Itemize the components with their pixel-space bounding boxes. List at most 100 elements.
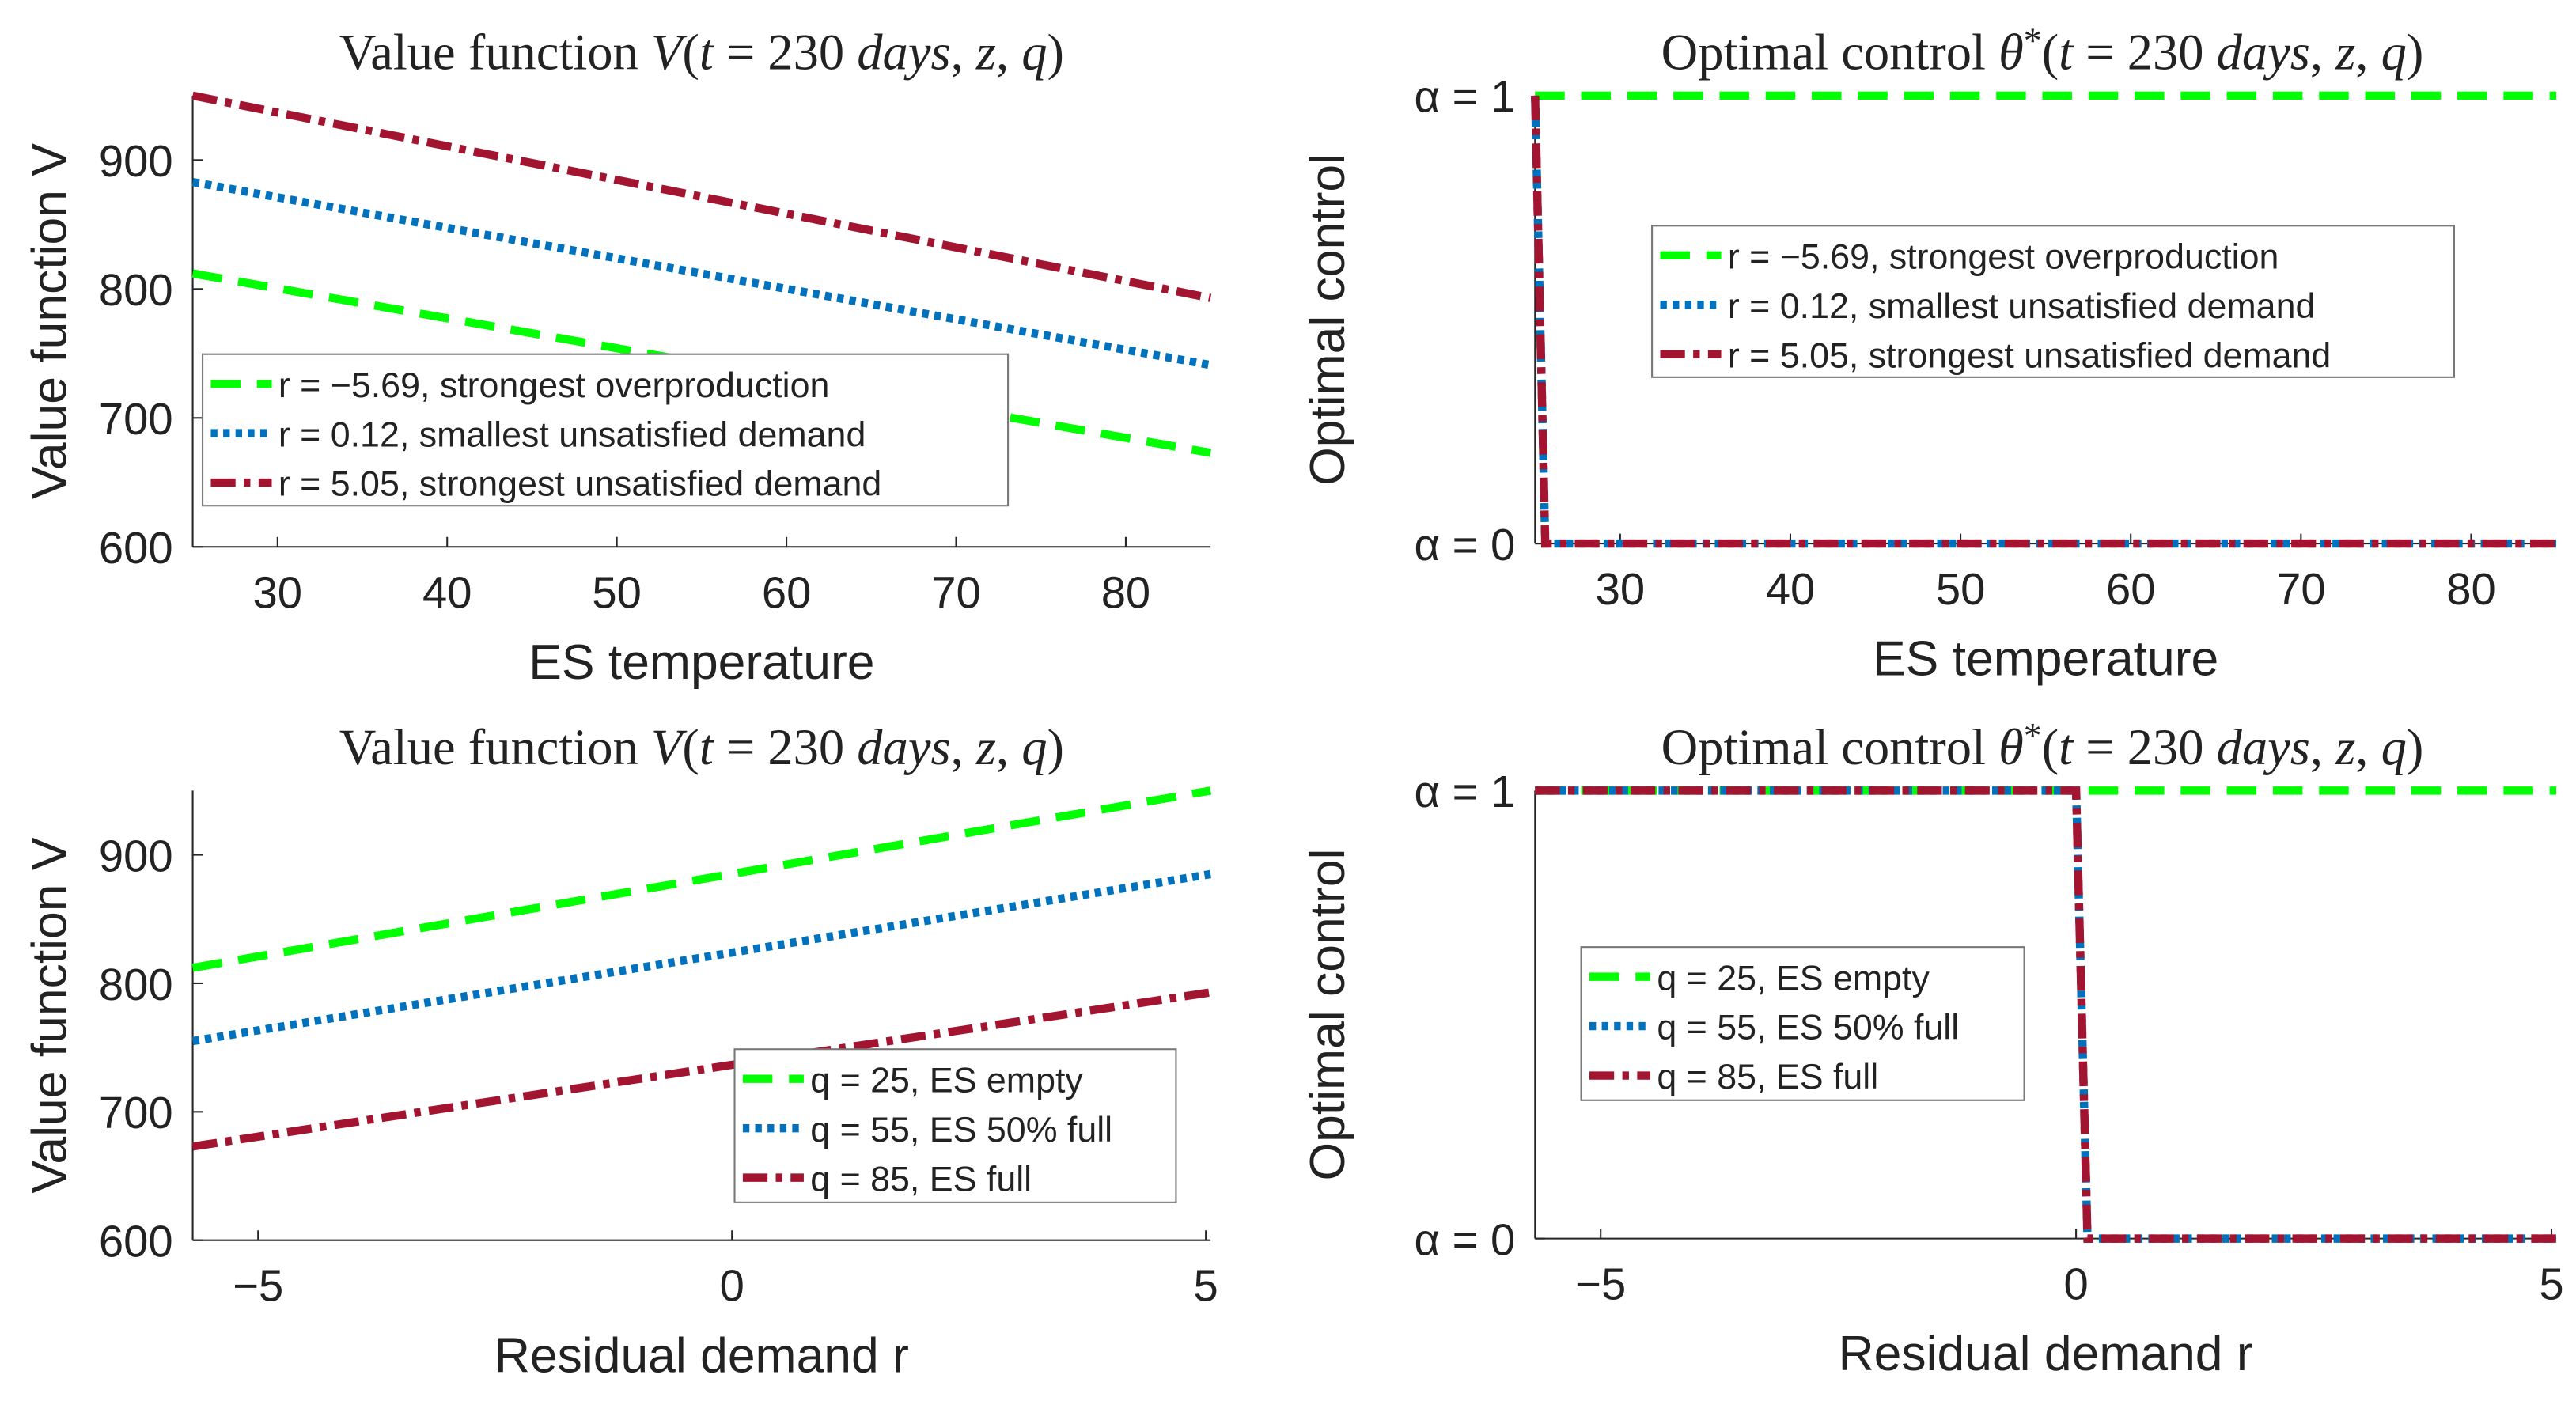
chart-title: Optimal control θ*(t = 230 days, z, q) — [1661, 715, 2424, 775]
x-tick-label: 0 — [2063, 1259, 2088, 1309]
title-part: z — [2335, 24, 2355, 81]
x-tick-label: −5 — [1575, 1259, 1626, 1309]
x-tick-label: 5 — [2539, 1259, 2563, 1309]
x-tick-label: 60 — [762, 567, 811, 617]
legend: q = 25, ES empty q = 55, ES 50% full q = 8… — [1580, 946, 2025, 1101]
title-part: θ — [1998, 24, 2024, 81]
x-tick-label: 5 — [1194, 1261, 1218, 1311]
title-part: * — [2024, 21, 2042, 61]
y-tick-label: 700 — [99, 1088, 173, 1138]
title-part: Optimal control — [1661, 24, 1998, 81]
title-part: , — [996, 718, 1021, 775]
y-tick-label: 900 — [99, 136, 173, 186]
legend-entry: r = 0.12, smallest unsatisfied demand — [1728, 286, 2316, 326]
x-tick-label: 80 — [2446, 564, 2495, 614]
x-tick-label: 0 — [720, 1261, 744, 1311]
title-part: = 230 — [2073, 24, 2217, 81]
legend-box — [202, 353, 1010, 507]
title-part: days — [2217, 24, 2310, 81]
y-tick-label: α = 0 — [1415, 1214, 1516, 1264]
title-part: , — [2310, 718, 2335, 775]
legend-entry: r = 0.12, smallest unsatisfied demand — [278, 415, 866, 454]
y-axis-label: Optimal control — [1300, 153, 1355, 486]
y-tick-label: 600 — [99, 523, 173, 573]
x-tick-label: −5 — [233, 1261, 283, 1311]
title-part: Value function — [339, 24, 651, 81]
x-tick-label: 40 — [422, 567, 472, 617]
x-tick-label: 70 — [931, 567, 981, 617]
title-part: t — [2059, 24, 2074, 81]
x-tick-label: 40 — [1766, 564, 1816, 614]
legend: r = −5.69, strongest overproduction r = 0… — [202, 353, 1010, 507]
legend-entry: r = 5.05, strongest unsatisfied demand — [1728, 335, 2331, 375]
y-tick-label: α = 0 — [1415, 520, 1516, 570]
legend-entry: q = 85, ES full — [1657, 1057, 1878, 1096]
x-tick-label: 30 — [1596, 564, 1646, 614]
title-part: θ — [1998, 718, 2024, 775]
title-part: ( — [2042, 24, 2059, 81]
title-part: q — [1021, 718, 1047, 775]
title-part: = 230 — [714, 24, 858, 81]
y-axis-label: Value function V — [21, 143, 77, 499]
x-axis-label: ES temperature — [1873, 631, 2218, 687]
title-part: t — [2059, 718, 2074, 775]
chart-bl: Value function V(t = 230 days, z, q) −5 0 5… — [21, 718, 1218, 1383]
legend: q = 25, ES empty q = 55, ES 50% full q = 8… — [733, 1048, 1177, 1203]
chart-title: Value function V(t = 230 days, z, q) — [339, 718, 1064, 775]
title-part: Optimal control — [1661, 718, 1998, 775]
title-part: V — [651, 24, 688, 81]
x-tick-label: 50 — [1936, 564, 1985, 614]
title-part: days — [857, 718, 950, 775]
title-part: ) — [2407, 718, 2423, 775]
x-tick-label: 50 — [592, 567, 641, 617]
legend-entry: r = −5.69, strongest overproduction — [1728, 237, 2279, 276]
legend-box — [733, 1048, 1177, 1203]
legend: r = −5.69, strongest overproduction r = 0… — [1651, 225, 2455, 378]
title-part: , — [2310, 24, 2335, 81]
series-line-blue — [1535, 786, 2557, 1243]
title-part: t — [699, 24, 715, 81]
legend-entry: r = −5.69, strongest overproduction — [278, 365, 830, 405]
title-part: ( — [682, 24, 699, 81]
legend-box — [1651, 225, 2455, 378]
y-tick-label: 800 — [99, 265, 173, 315]
legend-box — [1580, 946, 2025, 1101]
title-part: , — [951, 24, 976, 81]
title-part: z — [2335, 718, 2355, 775]
title-part: q — [2381, 718, 2407, 775]
y-tick-label: 900 — [99, 831, 173, 880]
title-part: * — [2024, 715, 2042, 756]
title-part: , — [2355, 718, 2381, 775]
title-part: ) — [2407, 24, 2423, 81]
chart-tl: Value function V(t = 230 days, z, q)30 40… — [21, 24, 1212, 690]
title-part: ( — [2042, 718, 2059, 775]
x-tick-label: 60 — [2106, 564, 2156, 614]
title-part: q — [1021, 24, 1047, 81]
y-tick-label: α = 1 — [1415, 72, 1516, 122]
title-part: = 230 — [714, 718, 858, 775]
title-part: ( — [682, 718, 699, 775]
legend-entry: q = 25, ES empty — [1657, 958, 1930, 998]
x-tick-label: 70 — [2276, 564, 2326, 614]
x-tick-label: 80 — [1101, 567, 1151, 617]
title-part: ) — [1047, 24, 1063, 81]
title-part: V — [651, 718, 688, 775]
chart-tr: Optimal control θ*(t = 230 days, z, q) 30… — [1300, 21, 2557, 687]
title-part: q — [2381, 24, 2407, 81]
title-part: , — [951, 718, 976, 775]
y-tick-label: α = 1 — [1415, 767, 1516, 816]
chart-br: Optimal control θ*(t = 230 days, z, q) −5… — [1300, 715, 2564, 1381]
chart-title: Optimal control θ*(t = 230 days, z, q) — [1661, 21, 2424, 81]
legend-entry: q = 55, ES 50% full — [1657, 1008, 1959, 1047]
x-axis-label: ES temperature — [528, 634, 874, 690]
series-line-red — [191, 91, 1212, 302]
title-part: = 230 — [2073, 718, 2217, 775]
title-part: z — [975, 24, 996, 81]
x-axis-label: Residual demand r — [1839, 1326, 2253, 1381]
title-part: Value function — [339, 718, 651, 775]
title-part: , — [2355, 24, 2381, 81]
y-axis-label: Value function V — [21, 837, 77, 1193]
series-line-blue — [191, 178, 1212, 369]
y-tick-label: 600 — [99, 1217, 173, 1267]
